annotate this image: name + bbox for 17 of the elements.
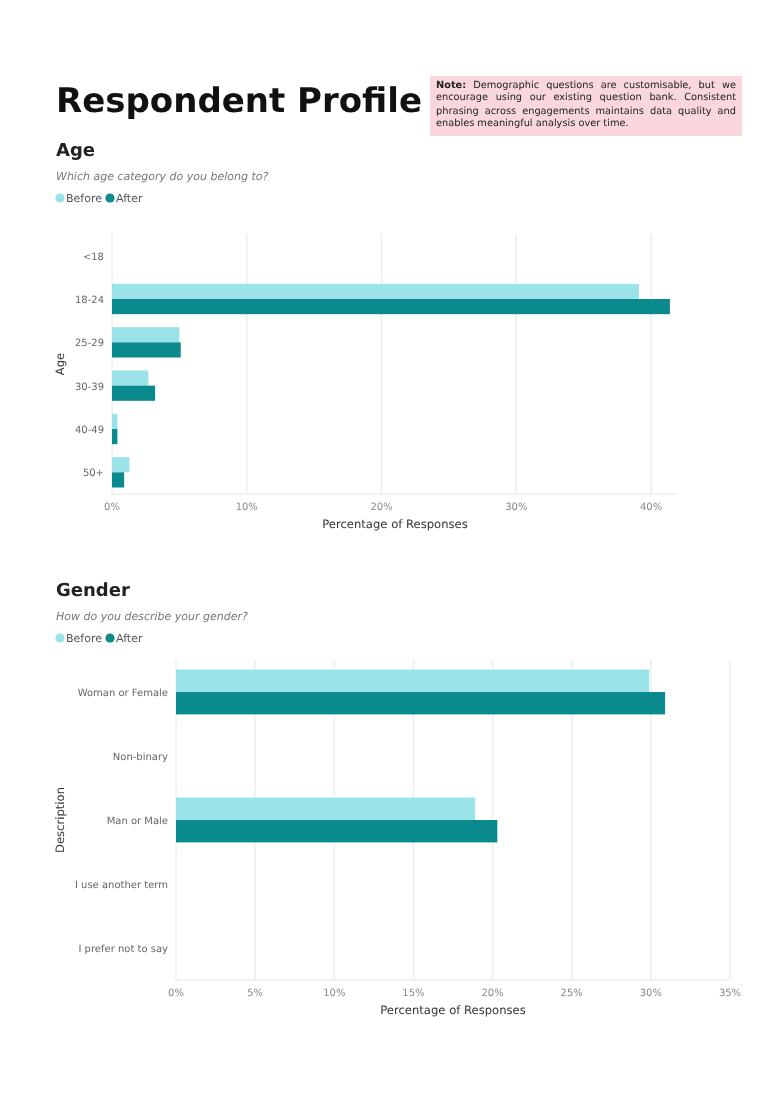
bar (112, 457, 130, 473)
bar (176, 669, 650, 692)
chart-title: Gender (56, 582, 131, 602)
bar (176, 797, 476, 820)
bar (176, 692, 666, 715)
bar (112, 413, 118, 429)
bar (112, 283, 639, 299)
bar (112, 327, 180, 343)
text: Respondent Profile (56, 82, 423, 122)
bar (112, 342, 181, 358)
bar (112, 385, 156, 401)
chart-title: Age (56, 142, 96, 162)
bar (112, 299, 670, 315)
bar (112, 429, 118, 445)
bar (176, 820, 498, 843)
bar (112, 472, 125, 488)
bar (112, 370, 149, 386)
